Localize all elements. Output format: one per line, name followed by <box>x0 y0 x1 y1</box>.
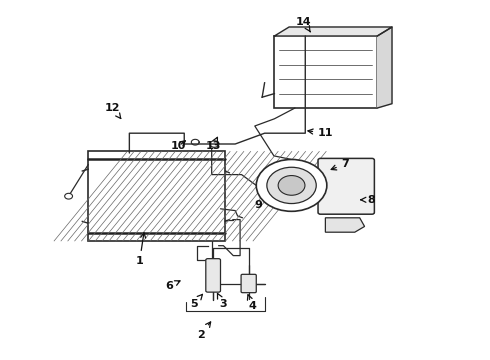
Circle shape <box>267 167 316 203</box>
Text: 12: 12 <box>105 103 121 118</box>
FancyBboxPatch shape <box>318 158 374 214</box>
Circle shape <box>278 176 305 195</box>
Text: 4: 4 <box>247 295 256 311</box>
Text: 8: 8 <box>361 195 375 205</box>
Text: 2: 2 <box>197 322 211 340</box>
Circle shape <box>256 159 327 211</box>
Polygon shape <box>274 27 392 36</box>
Text: 14: 14 <box>296 17 312 32</box>
Circle shape <box>65 193 73 199</box>
Text: 13: 13 <box>205 137 221 151</box>
FancyBboxPatch shape <box>241 274 256 293</box>
Bar <box>88 151 225 241</box>
FancyBboxPatch shape <box>274 36 377 108</box>
Text: 10: 10 <box>171 141 187 151</box>
FancyBboxPatch shape <box>206 258 220 292</box>
Text: 1: 1 <box>136 233 146 266</box>
Polygon shape <box>325 218 365 232</box>
Text: 3: 3 <box>218 293 227 309</box>
Text: 7: 7 <box>331 159 349 170</box>
Polygon shape <box>377 27 392 108</box>
Text: 11: 11 <box>308 128 334 138</box>
Text: 6: 6 <box>165 281 180 291</box>
Text: 5: 5 <box>190 294 202 309</box>
Text: 9: 9 <box>255 198 271 210</box>
